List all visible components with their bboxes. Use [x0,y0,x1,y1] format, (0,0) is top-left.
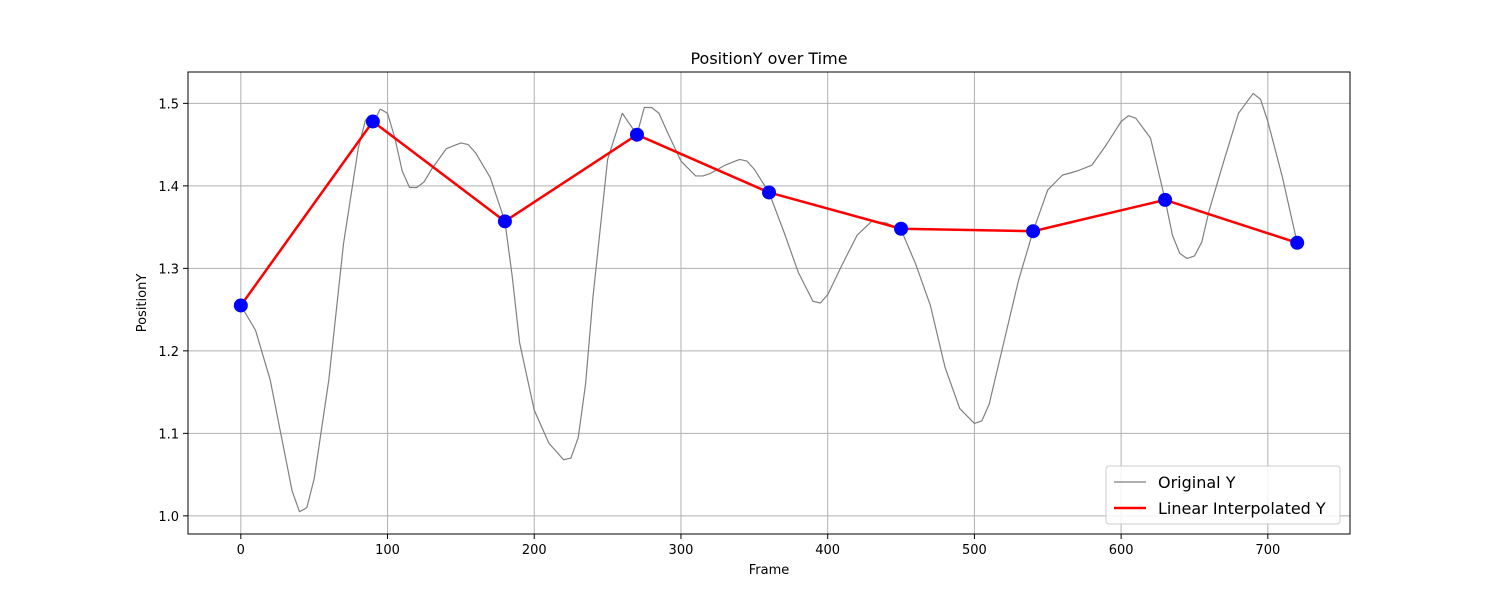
x-tick-label: 500 [962,543,987,558]
y-tick-label: 1.2 [158,345,179,360]
legend-label-original: Original Y [1158,473,1236,492]
grid [188,72,1350,534]
x-tick-label: 100 [375,543,400,558]
keyframe-point [762,185,776,200]
x-axis-label: Frame [749,563,790,578]
x-tick-label: 0 [237,543,245,558]
y-axis-label: PositionY [135,274,150,333]
x-tick-label: 700 [1255,543,1280,558]
x-tick-label: 400 [815,543,840,558]
y-tick-label: 1.5 [158,97,179,112]
y-tick-label: 1.4 [158,180,179,195]
plot-series [233,92,1305,513]
keyframe-point [233,298,248,313]
x-tick-label: 300 [669,543,694,558]
chart-title: PositionY over Time [690,49,847,68]
legend-label-interpolated: Linear Interpolated Y [1158,499,1326,518]
legend: Original Y Linear Interpolated Y [1105,465,1341,525]
keyframe-point [1158,192,1173,207]
x-tick-label: 200 [522,543,547,558]
keyframe-point [629,127,644,142]
keyframe-point [1026,224,1041,239]
y-tick-label: 1.3 [158,262,179,277]
keyframe-point [894,221,909,236]
y-tick-label: 1.0 [158,510,179,525]
y-tick-label: 1.1 [158,427,179,442]
keyframe-point [365,114,380,129]
axes-frame [187,71,1351,535]
x-tick-label: 600 [1109,543,1134,558]
keyframe-point [1290,235,1305,250]
keyframe-point [497,214,512,229]
legend-box [1105,465,1341,525]
x-axis-ticks: 0 100 200 300 400 500 600 700 [237,534,1280,558]
y-axis-ticks: 1.0 1.1 1.2 1.3 1.4 1.5 [158,97,188,525]
series-original-y [240,92,1298,513]
